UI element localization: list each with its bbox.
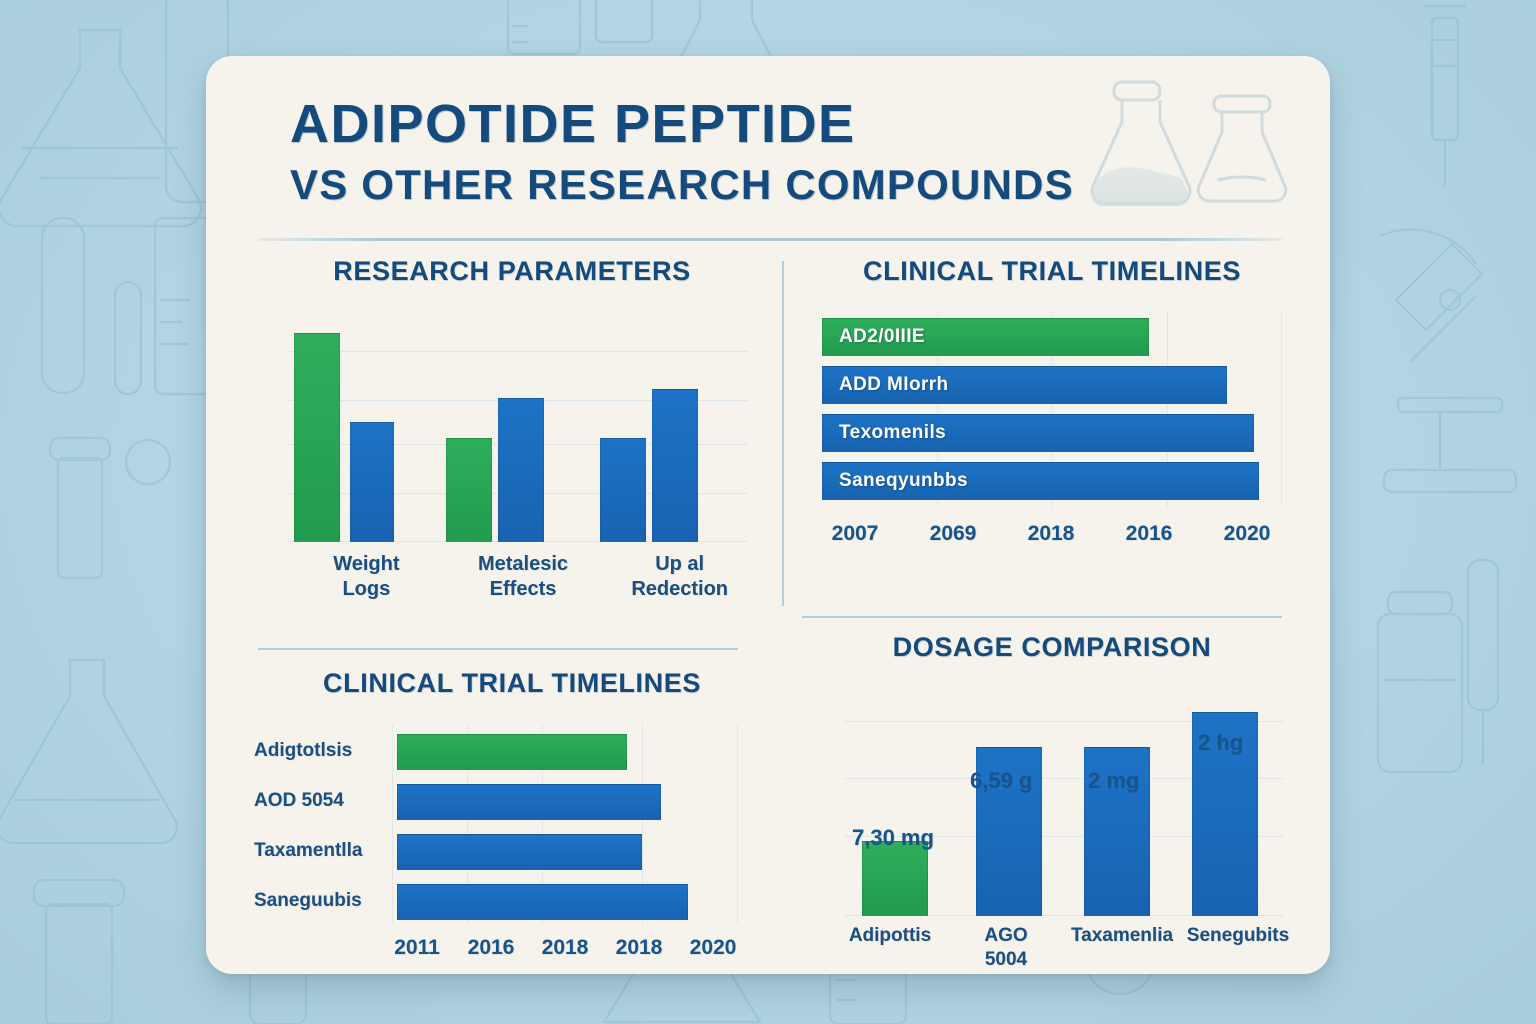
timeline-bar-texomenils[interactable]: Texomenils	[822, 414, 1255, 452]
timeline-bottom-plot: Adigtotlsis AOD 5054 Taxamentlla Saneguu…	[252, 724, 752, 924]
gridline	[1167, 312, 1168, 507]
axis-tick: 2069	[929, 522, 977, 545]
bar-metalesic-effects-comparator[interactable]	[498, 397, 544, 542]
category-label-up-al-redection: Up al Redection	[631, 553, 729, 600]
timeline-bar-adigtotlsis[interactable]	[397, 734, 627, 770]
value-label-adipottis: 7,30 mg	[852, 825, 934, 850]
title-line-1: ADIPOTIDE PEPTIDE	[290, 94, 856, 154]
axis-tick: 2007	[831, 522, 879, 545]
gridline	[844, 836, 1284, 838]
bar-label: AD2/0IIIE	[839, 326, 925, 347]
axis-tick: 2011	[394, 936, 440, 959]
category-label-weight-logs: Weight Logs	[333, 553, 400, 600]
timeline-bar-add-miorrh[interactable]: ADD MIorrh	[822, 366, 1227, 404]
bar-dosage-adipottis[interactable]	[862, 840, 928, 916]
gridline	[392, 724, 393, 924]
bar-label: Saneqyunbbs	[839, 470, 968, 491]
axis-tick: 2020	[689, 936, 737, 959]
title-line-2: VS OTHER RESEARCH COMPOUNDS	[290, 160, 1074, 208]
chart-research-parameters: RESEARCH PARAMETERS Weight Logs Metalesi…	[252, 256, 772, 626]
row-label-aod-5054: AOD 5054	[254, 790, 344, 811]
category-label-senegubits: Senegubits	[1186, 925, 1290, 946]
research-parameters-category-labels: Weight Logs Metalesic Effects Up al Rede…	[288, 552, 758, 602]
chart-title-dosage-comparison: DOSAGE COMPARISON	[892, 632, 1212, 662]
chart-dosage-comparison: DOSAGE COMPARISON 7,30 mg 6,59 g 2 mg 2 …	[802, 632, 1302, 970]
axis-baseline	[844, 914, 1284, 916]
gridline	[1052, 312, 1053, 507]
bar-metalesic-effects-adipotide[interactable]	[446, 437, 492, 542]
chart-title-research-parameters: RESEARCH PARAMETERS	[333, 256, 691, 286]
row-label-adigtotlsis: Adigtotlsis	[254, 740, 353, 761]
axis-tick: 2018	[615, 936, 663, 959]
bar-up-al-redection-a[interactable]	[600, 437, 646, 542]
erlenmeyer-flask-pair-icon	[1090, 80, 1288, 206]
chart-title-clinical-trial-timelines-top: CLINICAL TRIAL TIMELINES	[863, 256, 1241, 286]
category-label-ago-5004: AGO 5004	[984, 925, 1028, 970]
bar-label: ADD MIorrh	[839, 374, 949, 395]
gridline	[288, 351, 748, 353]
row-label-saneguubis: Saneguubis	[254, 890, 362, 911]
gridline	[1280, 312, 1282, 507]
chart-title-clinical-trial-timelines-bottom: CLINICAL TRIAL TIMELINES	[323, 668, 701, 698]
category-label-taxamenlia: Taxamenlia	[1070, 925, 1174, 946]
title-divider	[258, 238, 1282, 241]
dosage-category-labels: Adipottis AGO 5004 Taxamenlia Senegubits	[832, 924, 1296, 972]
gridline	[844, 778, 1284, 780]
axis-tick: 2016	[467, 936, 515, 959]
dosage-plot: 7,30 mg 6,59 g 2 mg 2 hg	[844, 694, 1284, 916]
chart-clinical-trial-timelines-bottom: CLINICAL TRIAL TIMELINES Adigtotlsis AOD…	[252, 668, 772, 974]
timeline-bar-aod-5054[interactable]	[397, 784, 661, 820]
gridline	[467, 724, 468, 924]
timeline-bar-saneqyunbbs[interactable]: Saneqyunbbs	[822, 462, 1259, 500]
timeline-bar-ad2-0iiie[interactable]: AD2/0IIIE	[822, 318, 1149, 356]
gridline	[737, 724, 738, 924]
page-title: ADIPOTIDE PEPTIDE VS OTHER RESEARCH COMP…	[290, 96, 1250, 209]
value-label-ago-5004: 6,59 g	[970, 768, 1033, 793]
chart-clinical-trial-timelines-top: CLINICAL TRIAL TIMELINES AD2/0IIIE ADD M…	[802, 256, 1302, 586]
value-label-senegubits: 2 hg	[1198, 730, 1244, 755]
category-label-metalesic-effects: Metalesic Effects	[477, 553, 569, 600]
bar-label: Texomenils	[839, 422, 947, 443]
category-label-adipottis: Adipottis	[848, 925, 932, 946]
gridline	[642, 724, 643, 924]
vertical-divider	[782, 261, 784, 606]
timeline-bar-saneguubis[interactable]	[397, 884, 688, 920]
axis-tick: 2018	[1027, 522, 1075, 545]
bar-dosage-senegubits[interactable]	[1192, 711, 1258, 916]
bar-dosage-ago-5004[interactable]	[976, 747, 1042, 916]
bar-weight-logs-adipotide[interactable]	[294, 333, 340, 542]
row-label-taxamentlla: Taxamentlla	[254, 840, 363, 861]
bar-weight-logs-comparator[interactable]	[350, 422, 394, 542]
bar-up-al-redection-b[interactable]	[652, 388, 698, 542]
axis-tick: 2020	[1223, 522, 1271, 545]
timeline-bar-taxamentlla[interactable]	[397, 834, 642, 870]
gridline	[937, 312, 938, 507]
horizontal-divider-left	[258, 648, 738, 650]
timeline-top-plot: AD2/0IIIE ADD MIorrh Texomenils Saneqyun…	[822, 312, 1282, 507]
gridline	[542, 724, 543, 924]
horizontal-divider-right	[802, 616, 1282, 618]
timeline-top-axis: 2007 2069 2018 2016 2020	[806, 522, 1296, 546]
value-label-taxamenlia: 2 mg	[1088, 768, 1140, 793]
timeline-bottom-axis: 2011 2016 2018 2018 2020	[380, 936, 750, 960]
research-parameters-plot	[288, 320, 748, 542]
infographic-card: ADIPOTIDE PEPTIDE VS OTHER RESEARCH COMP…	[206, 56, 1330, 974]
bar-dosage-taxamenlia[interactable]	[1084, 747, 1150, 916]
gridline	[844, 720, 1284, 722]
axis-tick: 2018	[541, 936, 589, 959]
axis-tick: 2016	[1125, 522, 1173, 545]
